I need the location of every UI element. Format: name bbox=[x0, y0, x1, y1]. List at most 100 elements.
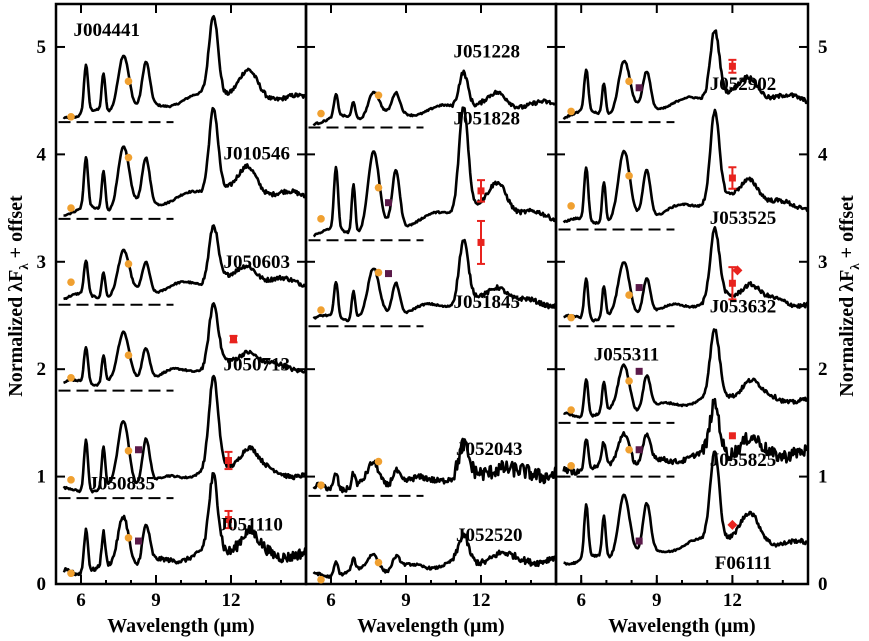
photometry-point-orange bbox=[374, 558, 383, 567]
photometry-point-orange bbox=[67, 204, 75, 212]
y-tick-label-right: 3 bbox=[818, 252, 828, 273]
spectrum-J050603 bbox=[58, 224, 306, 306]
photometry-point-orange bbox=[124, 77, 133, 86]
spectrum-curve bbox=[62, 15, 306, 120]
photometry-point-orange bbox=[625, 377, 633, 385]
photometry-point-red bbox=[477, 238, 485, 246]
photometry-point-orange bbox=[67, 569, 75, 578]
spectrum-curve bbox=[62, 472, 306, 577]
photometry-point-purple bbox=[385, 199, 392, 207]
spectrum-curve bbox=[563, 450, 808, 566]
photometry-point-orange bbox=[124, 447, 133, 455]
photometry-point-orange bbox=[124, 534, 133, 542]
y-tick-label-left: 2 bbox=[37, 359, 47, 380]
photometry-point-orange bbox=[124, 351, 133, 360]
photometry-point-orange bbox=[567, 406, 575, 414]
photometry-point-orange bbox=[374, 91, 383, 100]
photometry-point-orange bbox=[567, 462, 575, 470]
spectrum-label: J052520 bbox=[456, 525, 523, 546]
photometry-point-purple bbox=[635, 367, 643, 375]
spectrum-J051110 bbox=[62, 472, 306, 577]
spectrum-label: J051828 bbox=[454, 108, 521, 129]
photometry-point-diamond bbox=[727, 519, 738, 530]
y-tick-label-left: 1 bbox=[37, 467, 47, 488]
spectrum-label: J051228 bbox=[454, 42, 521, 63]
photometry-point-orange bbox=[67, 373, 75, 382]
y-tick-label-left: 4 bbox=[37, 144, 47, 165]
spectrum-label: J052902 bbox=[710, 74, 777, 95]
photometry-point-orange bbox=[567, 313, 575, 322]
x-tick-label: 12 bbox=[723, 590, 742, 611]
photometry-point-red bbox=[225, 516, 232, 524]
x-axis-title: Wavelength (μm) bbox=[107, 615, 254, 637]
photometry-point-orange bbox=[124, 153, 133, 162]
spectrum-J050835 bbox=[58, 374, 306, 500]
y-tick-label-right: 0 bbox=[818, 574, 828, 595]
y-tick-label-right: 4 bbox=[818, 144, 828, 165]
spectrum-curve bbox=[63, 302, 306, 387]
photometry-point-red bbox=[728, 62, 736, 70]
photometry-point-orange bbox=[374, 457, 383, 466]
spectrum-curve bbox=[312, 532, 556, 580]
y-axis-title-right: Normalized λFλ + offset bbox=[836, 195, 862, 397]
x-tick-label: 6 bbox=[76, 590, 86, 611]
spectrum-J055311 bbox=[558, 328, 808, 424]
spectrum-label: J053525 bbox=[710, 208, 777, 229]
spectrum-label: J051110 bbox=[219, 514, 283, 535]
spectrum-label: J050603 bbox=[224, 252, 291, 273]
photometry-point-red bbox=[728, 174, 736, 182]
x-tick-label: 6 bbox=[326, 590, 336, 611]
y-tick-label-right: 2 bbox=[818, 359, 828, 380]
photometry-point-orange bbox=[317, 481, 325, 489]
spectrum-curve bbox=[563, 226, 808, 323]
photometry-point-purple bbox=[635, 537, 643, 545]
spectrum-curve bbox=[62, 374, 306, 494]
spectrum-curve bbox=[562, 108, 808, 225]
y-tick-label-right: 5 bbox=[818, 37, 828, 58]
y-tick-label-left: 0 bbox=[37, 574, 47, 595]
photometry-point-red bbox=[225, 456, 232, 464]
spectrum-label: J050713 bbox=[224, 354, 291, 375]
x-axis-title: Wavelength (μm) bbox=[608, 615, 755, 637]
photometry-point-purple bbox=[635, 446, 643, 454]
photometry-point-orange bbox=[67, 278, 75, 286]
spectrum-label: J053632 bbox=[710, 296, 777, 317]
spectrum-curve bbox=[63, 106, 306, 217]
spectrum-label: J055825 bbox=[710, 450, 777, 471]
spectrum-J051228 bbox=[308, 69, 556, 129]
spectrum-J052043 bbox=[308, 437, 556, 497]
spectrum-label: J055311 bbox=[594, 345, 659, 366]
panel-2: 6 9 12 Wavelength (μm) J051228 J051828 J051845… bbox=[304, 2, 558, 637]
x-tick-label: 12 bbox=[472, 590, 491, 611]
photometry-point-orange bbox=[625, 291, 633, 299]
spectrum-label: J010546 bbox=[224, 144, 291, 165]
photometry-point-orange bbox=[374, 268, 383, 277]
x-tick-label: 9 bbox=[652, 590, 662, 611]
spectrum-J004441 bbox=[58, 15, 306, 124]
spectrum-J010546 bbox=[58, 106, 306, 220]
photometry-point-orange bbox=[67, 112, 75, 121]
spectrum-F06111 bbox=[563, 450, 808, 566]
x-tick-label: 9 bbox=[401, 590, 411, 611]
spectrum-J053525 bbox=[558, 108, 808, 231]
spectrum-curve bbox=[562, 328, 808, 419]
spectrum-J051828 bbox=[308, 106, 556, 242]
photometry-point-purple bbox=[635, 284, 643, 292]
photometry-point-orange bbox=[567, 202, 575, 210]
spectrum-J051845 bbox=[308, 238, 556, 328]
y-tick-label-left: 5 bbox=[37, 37, 47, 58]
spectrum-curve bbox=[312, 106, 556, 238]
spectrum-J052520 bbox=[312, 532, 556, 580]
spectrum-label: F06111 bbox=[715, 553, 772, 574]
photometry-point-red bbox=[728, 432, 736, 440]
photometry-point-orange bbox=[625, 445, 633, 454]
photometry-point-red bbox=[728, 279, 736, 287]
x-axis-title: Wavelength (μm) bbox=[357, 615, 504, 637]
y-axis-title-left: Normalized λFλ + offset bbox=[5, 195, 31, 397]
spectrum-label: J004441 bbox=[74, 20, 141, 41]
photometry-point-orange bbox=[625, 77, 633, 86]
spectrum-curve bbox=[312, 437, 556, 494]
x-tick-label: 9 bbox=[151, 590, 161, 611]
